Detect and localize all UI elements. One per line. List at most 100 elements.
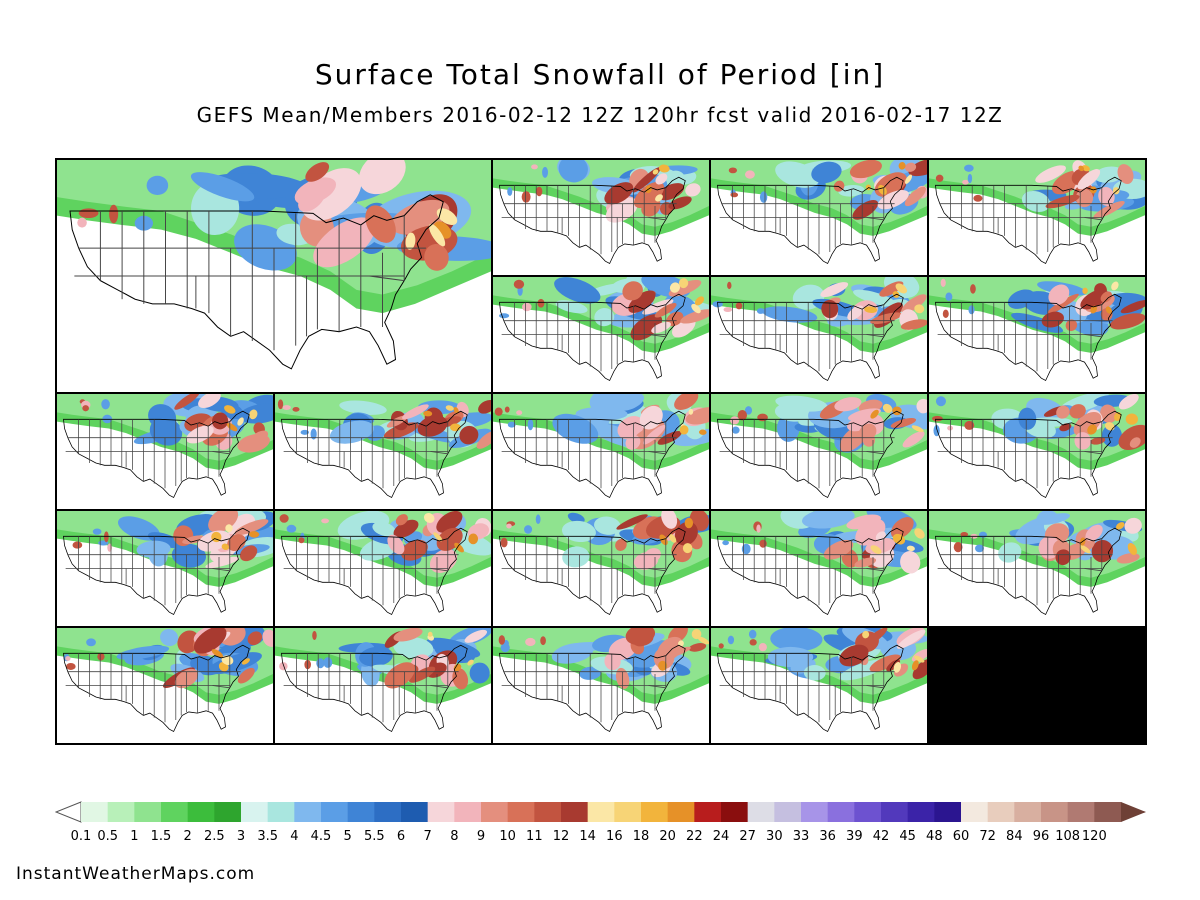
state-borders: [935, 527, 1122, 616]
country-outline: [281, 644, 468, 733]
country-outline: [935, 410, 1122, 499]
ensemble-member-map: [929, 511, 1145, 626]
country-outline: [717, 293, 904, 382]
ensemble-member-map: [929, 160, 1145, 275]
colorbar-swatch: [747, 802, 775, 822]
colorbar-tick-label: 11: [526, 829, 543, 844]
snowfall-map: [275, 511, 491, 626]
country-outline: [281, 410, 468, 499]
colorbar-swatch: [454, 802, 482, 822]
colorbar-tick-label: 0.5: [97, 829, 118, 844]
colorbar-tick-label: 33: [792, 829, 810, 844]
colorbar-tick-label: 42: [872, 829, 890, 844]
colorbar-tick-label: 8: [450, 829, 459, 844]
chart-subtitle: GEFS Mean/Members 2016-02-12 12Z 120hr f…: [196, 103, 1004, 127]
ensemble-mean-map: [57, 160, 491, 392]
snowfall-map: [493, 628, 709, 743]
snowfall-map: [493, 277, 709, 392]
country-outline: [717, 527, 904, 616]
ensemble-member-map: [57, 511, 273, 626]
snowfall-map: [929, 394, 1145, 509]
colorbar-tick-label: 4.5: [310, 829, 332, 844]
colorbar-tick-label: 48: [926, 829, 943, 844]
colorbar-min-arrow: [55, 801, 82, 823]
colorbar-tick-label: 0.1: [70, 829, 92, 844]
color-scale-labels: 0.1 0.5 1 1.5 2 2.5 3 3.5 4 4.5 5 5.5 6 7 8 9 10 11 12 14 16…: [0, 829, 1200, 847]
country-outline: [717, 644, 904, 733]
colorbar-tick-label: 6: [396, 829, 406, 844]
colorbar-swatch: [721, 802, 749, 822]
source-credit: InstantWeatherMaps.com: [16, 864, 256, 884]
colorbar-swatch: [561, 802, 589, 822]
ensemble-member-map: [929, 394, 1145, 509]
country-outline: [717, 410, 904, 499]
country-outline: [63, 644, 250, 733]
ensemble-member-map: [711, 511, 927, 626]
colorbar-tick-label: 7: [423, 829, 432, 844]
ensemble-member-map: [711, 277, 927, 392]
colorbar-swatch: [1067, 802, 1095, 822]
snowfall-map: [57, 394, 273, 509]
colorbar-tick-label: 4: [290, 829, 299, 844]
ensemble-member-map: [57, 394, 273, 509]
snowfall-map: [57, 628, 273, 743]
snowfall-map: [711, 277, 927, 392]
colorbar-swatch: [427, 802, 455, 822]
colorbar-swatch: [614, 802, 642, 822]
colorbar-swatch: [1014, 802, 1042, 822]
country-outline: [281, 527, 468, 616]
state-borders: [281, 644, 468, 733]
colorbar-swatch: [1094, 802, 1122, 822]
ensemble-member-map: [493, 511, 709, 626]
colorbar-swatch: [107, 802, 135, 822]
colorbar-swatch: [347, 802, 375, 822]
country-outline: [499, 176, 686, 265]
colorbar-tick-label: 10: [499, 829, 516, 844]
colorbar-tick-label: 24: [712, 829, 730, 844]
colorbar-tick-label: 108: [1055, 829, 1081, 844]
state-borders: [717, 527, 904, 616]
ensemble-member-map: [493, 628, 709, 743]
colorbar-swatch: [934, 802, 962, 822]
colorbar-swatch: [881, 802, 909, 822]
colorbar-tick-label: 1: [130, 829, 139, 844]
colorbar-tick-label: 20: [659, 829, 676, 844]
colorbar-tick-label: 36: [819, 829, 836, 844]
ensemble-map-grid: [55, 158, 1147, 745]
colorbar-swatch: [294, 802, 322, 822]
ensemble-member-map: [275, 628, 491, 743]
ensemble-member-map: [929, 277, 1145, 392]
snowfall-map: [711, 511, 927, 626]
state-borders: [499, 410, 686, 499]
colorbar-tick-label: 72: [979, 829, 996, 844]
colorbar-tick-label: 12: [552, 829, 570, 844]
country-outline: [63, 527, 250, 616]
ensemble-member-map: [275, 511, 491, 626]
colorbar-tick-label: 3: [236, 829, 246, 844]
snowfall-map: [711, 394, 927, 509]
state-borders: [935, 293, 1122, 382]
colorbar-swatch: [827, 802, 855, 822]
colorbar-tick-label: 27: [739, 829, 756, 844]
colorbar-tick-label: 39: [846, 829, 863, 844]
country-outline: [499, 410, 686, 499]
country-outline: [935, 293, 1122, 382]
colorbar-tick-label: 120: [1081, 829, 1107, 844]
snowfall-map: [493, 511, 709, 626]
colorbar-swatch: [801, 802, 829, 822]
colorbar-swatch: [374, 802, 402, 822]
ensemble-member-map: [275, 394, 491, 509]
ensemble-member-map: [711, 628, 927, 743]
colorbar-tick-label: 3.5: [257, 829, 278, 844]
colorbar-swatch: [961, 802, 989, 822]
ensemble-member-map: [57, 628, 273, 743]
snowfall-map: [711, 160, 927, 275]
country-outline: [499, 293, 686, 382]
country-outline: [935, 176, 1122, 265]
ensemble-member-map: [493, 394, 709, 509]
country-outline: [69, 194, 444, 370]
color-scale-bar: [55, 801, 1146, 823]
colorbar-tick-label: 14: [579, 829, 596, 844]
snowfall-map: [493, 160, 709, 275]
colorbar-swatch: [854, 802, 882, 822]
